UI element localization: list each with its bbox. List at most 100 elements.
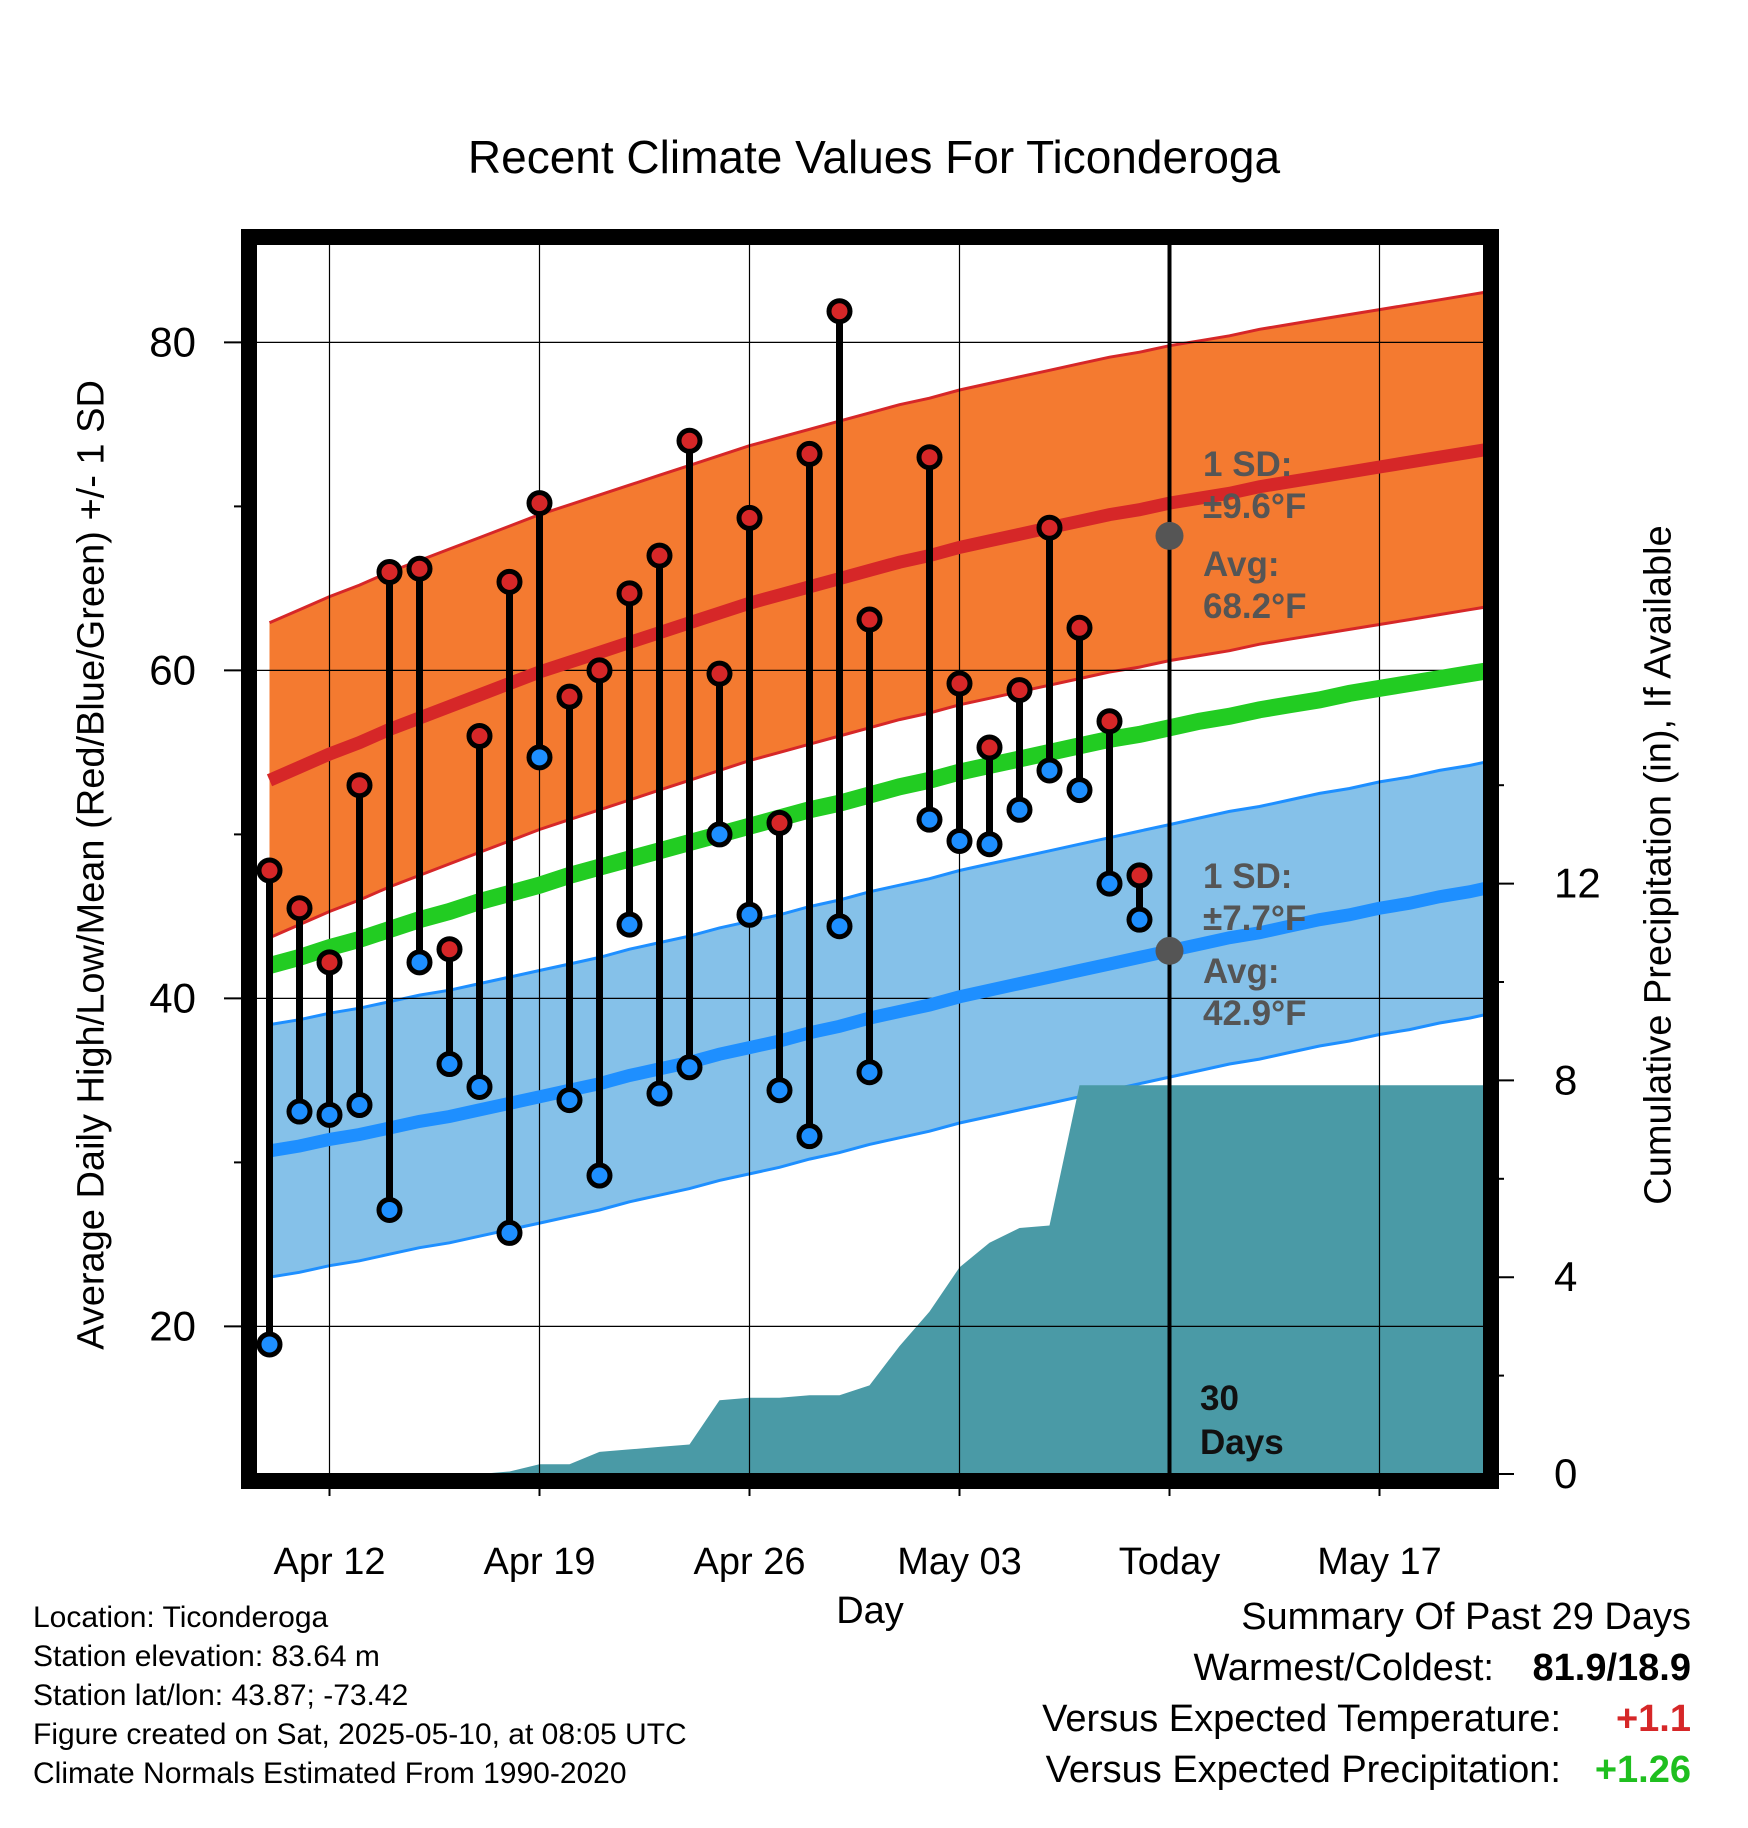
high-sd-value: ±9.6°F [1203,487,1307,526]
daily-low-point-22 [916,806,943,833]
created-text: Figure created on Sat, 2025-05-10, at 08… [33,1718,687,1751]
summary-heading: Summary Of Past 29 Days [1241,1596,1691,1638]
daily-low-point-3 [346,1092,373,1118]
daily-high-point-16 [736,504,763,531]
temp-label: Versus Expected Temperature: [1042,1698,1561,1740]
high-sd-annotation: 1 SD: ±9.6°F [1203,444,1306,528]
daily-range-bars [256,298,1153,1358]
daily-high-point-20 [856,606,883,633]
daily-high-point-10 [556,683,583,710]
y-tick-label-80: 80 [149,318,196,365]
high-avg-label: Avg: [1203,545,1280,584]
daily-low-point-23 [946,827,973,854]
daily-high-point-13 [646,542,673,569]
daily-high-point-2 [316,949,343,976]
daily-low-point-14 [676,1054,703,1081]
low-sd-label: 1 SD: [1203,857,1293,896]
y-tick-label-40: 40 [149,974,196,1021]
summary-temp-row: Versus Expected Temperature: +1.1 [1042,1694,1691,1745]
daily-high-point-15 [706,660,733,687]
high-avg-value: 68.2°F [1203,587,1307,626]
daily-low-point-13 [646,1080,673,1107]
daily-low-point-16 [736,901,763,928]
location-text: Location: Ticonderoga [33,1601,329,1634]
daily-low-point-26 [1036,757,1063,784]
warm-cold-label: Warmest/Coldest: [1193,1647,1494,1689]
axis-ticks: Apr 12 Apr 19 Apr 26 May 03 Today May 1720406… [149,318,1600,1583]
low-avg-value: 42.9°F [1203,994,1307,1033]
high-band-upper [268,290,1484,625]
daily-high-point-9 [526,490,553,517]
daily-low-point-29 [1126,906,1153,933]
daily-low-point-25 [1006,796,1033,823]
daily-high-point-8 [496,568,523,595]
daily-low-point-2 [316,1101,343,1128]
high-sd-label: 1 SD: [1203,445,1293,484]
daily-high-point-1 [286,895,313,922]
daily-low-point-6 [436,1051,463,1077]
low-sd-annotation: 1 SD: ±7.7°F [1203,856,1306,940]
today-line [1155,244,1184,1474]
daily-low-point-18 [796,1123,823,1150]
warm-cold-value: 81.9/18.9 [1532,1647,1691,1689]
daily-high-point-29 [1126,862,1153,889]
daily-high-point-22 [916,444,943,471]
normal-mean-line [267,662,1484,974]
daily-low-point-19 [826,913,853,940]
y-tick-label-20: 20 [149,1302,196,1349]
x-tick-label-5: May 17 [1317,1541,1442,1583]
plot-frame [241,229,1499,1489]
daily-low-point-5 [406,949,433,976]
summary-panel: Summary Of Past 29 Days Warmest/Coldest:… [1042,1592,1691,1796]
x-axis-label: Day [836,1590,904,1632]
daily-high-point-11 [586,657,613,684]
daily-low-point-10 [556,1087,583,1114]
y2-tick-label-12: 12 [1554,860,1601,907]
x-tick-label-3: May 03 [897,1541,1022,1583]
daily-high-point-3 [346,772,373,799]
daily-high-point-0 [256,857,283,884]
daily-high-point-6 [436,936,463,963]
chart-title: Recent Climate Values For Ticonderoga [467,131,1281,183]
today-high-avg-dot [1155,521,1184,550]
daily-low-point-1 [286,1098,313,1125]
summary-warm-cold-row: Warmest/Coldest: 81.9/18.9 [1042,1643,1691,1694]
daily-high-point-25 [1006,677,1033,704]
daily-low-point-8 [496,1219,523,1246]
precip-label: Versus Expected Precipitation: [1045,1749,1561,1791]
high-avg-annotation: Avg: 68.2°F [1203,544,1307,628]
latlon-text: Station lat/lon: 43.87; -73.42 [33,1679,409,1712]
precip-value: +1.26 [1594,1749,1691,1791]
elevation-text: Station elevation: 83.64 m [33,1640,380,1673]
days-value: 30 [1200,1379,1239,1418]
today-low-avg-dot [1155,936,1184,965]
daily-low-point-24 [976,831,1003,858]
temp-value: +1.1 [1615,1698,1691,1740]
daily-high-point-14 [676,427,703,454]
station-info: Location: Ticonderoga Station elevation:… [33,1598,687,1793]
daily-low-point-7 [466,1073,493,1100]
normal-lines [266,443,1484,1158]
normal-high-line [266,443,1484,787]
daily-high-point-19 [826,298,853,325]
daily-low-point-17 [766,1077,793,1104]
y2-axis-label: Cumulative Precipitation (in), If Availa… [1637,525,1680,1205]
daily-high-point-26 [1036,514,1063,541]
daily-high-point-28 [1096,708,1123,735]
low-band-lower [269,1013,1484,1279]
days-label: Days [1200,1423,1284,1462]
plot-border [241,229,1499,1489]
precipitation-area [269,1085,1484,1474]
y2-tick-label-4: 4 [1554,1253,1577,1300]
daily-low-point-27 [1066,777,1093,804]
daily-high-point-5 [406,555,433,582]
daily-low-point-28 [1096,870,1123,897]
precip-area [269,1085,1484,1474]
low-sd-value: ±7.7°F [1203,899,1307,938]
daily-low-point-0 [256,1331,283,1358]
x-tick-label-2: Apr 26 [694,1541,806,1583]
daily-high-point-24 [976,734,1003,761]
daily-low-point-15 [706,821,733,848]
daily-low-point-20 [856,1059,883,1086]
